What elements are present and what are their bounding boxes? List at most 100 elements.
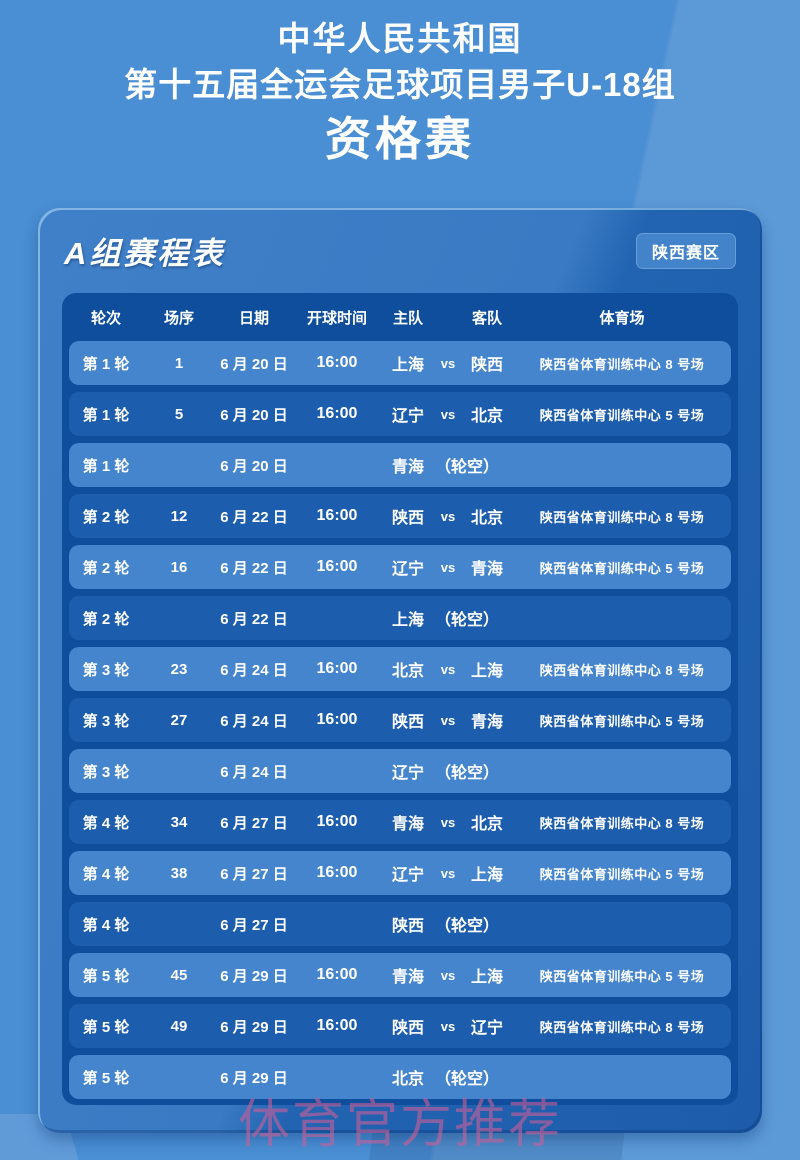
- column-header-round: 轮次: [90, 309, 121, 327]
- bye-team-cell: 青海: [391, 459, 424, 476]
- vs-label: vs: [440, 661, 456, 677]
- watermark-text: 体育官方推荐: [237, 1097, 563, 1154]
- time-cell: 16:00: [316, 660, 358, 677]
- table-row: 第 5 轮 6 月 29 日 北京 （轮空）: [69, 1055, 731, 1099]
- venue-cell: 陕西省体育训练中心 5 号场: [539, 407, 705, 423]
- round-cell: 第 1 轮: [82, 457, 130, 475]
- table-row: 第 5 轮 45 6 月 29 日 16:00 青海 vs 上海 陕西省体育训练中心 5 号场: [69, 953, 731, 997]
- time-cell: 16:00: [316, 405, 358, 422]
- vs-label: vs: [440, 712, 456, 728]
- title-line-qualifier: 资格赛: [325, 113, 475, 165]
- vs-label: vs: [440, 355, 456, 371]
- vs-label: vs: [440, 508, 456, 524]
- bye-team-cell: 上海: [391, 612, 424, 629]
- date-cell: 6 月 22 日: [220, 559, 288, 577]
- seq-cell: 5: [174, 405, 184, 423]
- round-cell: 第 5 轮: [82, 967, 130, 985]
- away-team-cell: 青海: [470, 714, 503, 731]
- home-team-cell: 青海: [391, 969, 424, 986]
- date-cell: 6 月 22 日: [220, 508, 288, 526]
- table-row: 第 3 轮 23 6 月 24 日 16:00 北京 vs 上海 陕西省体育训练中心 8 号场: [69, 647, 731, 691]
- bye-team-cell: 陕西: [391, 918, 424, 935]
- bye-label-cell: （轮空）: [435, 459, 500, 476]
- column-header-time: 开球时间: [306, 309, 367, 327]
- home-team-cell: 辽宁: [391, 867, 424, 884]
- group-schedule-title: A组赛程表: [64, 236, 226, 271]
- vs-label: vs: [440, 1018, 456, 1034]
- venue-cell: 陕西省体育训练中心 8 号场: [539, 509, 705, 525]
- venue-cell: 陕西省体育训练中心 8 号场: [539, 662, 705, 678]
- vs-label: vs: [440, 865, 456, 881]
- table-row: 第 5 轮 49 6 月 29 日 16:00 陕西 vs 辽宁 陕西省体育训练中心 8 号场: [69, 1004, 731, 1048]
- date-cell: 6 月 29 日: [220, 967, 288, 985]
- bye-team-cell: 北京: [391, 1071, 424, 1088]
- date-cell: 6 月 24 日: [220, 763, 288, 781]
- date-cell: 6 月 22 日: [220, 610, 288, 628]
- home-team-cell: 辽宁: [391, 561, 424, 578]
- date-cell: 6 月 24 日: [220, 661, 288, 679]
- home-team-cell: 青海: [391, 816, 424, 833]
- title-line-country: 中华人民共和国: [277, 20, 523, 57]
- table-row: 第 4 轮 6 月 27 日 陕西 （轮空）: [69, 902, 731, 946]
- venue-cell: 陕西省体育训练中心 5 号场: [539, 560, 705, 576]
- date-cell: 6 月 20 日: [220, 406, 288, 424]
- round-cell: 第 1 轮: [82, 355, 130, 373]
- seq-cell: 23: [170, 660, 188, 678]
- seq-cell: 34: [170, 813, 188, 831]
- schedule-table: 轮次 场序 日期 开球时间 主队 客队 体育场 第 1 轮 1 6 月 20 日 16…: [62, 293, 738, 1105]
- bye-team-cell: 辽宁: [391, 765, 424, 782]
- table-row: 第 1 轮 5 6 月 20 日 16:00 辽宁 vs 北京 陕西省体育训练中心 5 号场: [69, 392, 731, 436]
- seq-cell: 38: [170, 864, 188, 882]
- away-team-cell: 北京: [470, 510, 503, 527]
- schedule-card: A组赛程表 陕西赛区 轮次 场序 日期 开球时间 主队 客队 体育场 第 1 轮…: [38, 208, 762, 1133]
- vs-label: vs: [440, 406, 456, 422]
- table-row: 第 3 轮 6 月 24 日 辽宁 （轮空）: [69, 749, 731, 793]
- bye-label-cell: （轮空）: [435, 765, 500, 782]
- table-row: 第 1 轮 1 6 月 20 日 16:00 上海 vs 陕西 陕西省体育训练中心 8 号场: [69, 341, 731, 385]
- title-line-event: 第十五届全运会足球项目男子U-18组: [124, 66, 676, 103]
- seq-cell: 16: [170, 558, 188, 576]
- table-row: 第 4 轮 38 6 月 27 日 16:00 辽宁 vs 上海 陕西省体育训练中心 5 号场: [69, 851, 731, 895]
- venue-cell: 陕西省体育训练中心 8 号场: [539, 356, 705, 372]
- home-team-cell: 陕西: [391, 510, 424, 527]
- bye-label-cell: （轮空）: [435, 1071, 500, 1088]
- table-row: 第 1 轮 6 月 20 日 青海 （轮空）: [69, 443, 731, 487]
- seq-cell: 45: [170, 966, 188, 984]
- column-header-away: 客队: [471, 309, 502, 327]
- poster-title: 中华人民共和国 第十五届全运会足球项目男子U-18组 资格赛: [0, 16, 800, 168]
- date-cell: 6 月 20 日: [220, 457, 288, 475]
- venue-cell: 陕西省体育训练中心 8 号场: [539, 815, 705, 831]
- table-row: 第 2 轮 16 6 月 22 日 16:00 辽宁 vs 青海 陕西省体育训练中心 5 号场: [69, 545, 731, 589]
- date-cell: 6 月 27 日: [220, 814, 288, 832]
- round-cell: 第 4 轮: [82, 865, 130, 883]
- table-row: 第 3 轮 27 6 月 24 日 16:00 陕西 vs 青海 陕西省体育训练中心 5 号场: [69, 698, 731, 742]
- schedule-card-header: A组赛程表 陕西赛区: [38, 208, 762, 293]
- table-header-row: 轮次 场序 日期 开球时间 主队 客队 体育场: [69, 293, 731, 341]
- venue-cell: 陕西省体育训练中心 5 号场: [539, 866, 705, 882]
- time-cell: 16:00: [316, 864, 358, 881]
- bye-label-cell: （轮空）: [435, 612, 500, 629]
- date-cell: 6 月 24 日: [220, 712, 288, 730]
- round-cell: 第 3 轮: [82, 661, 130, 679]
- away-team-cell: 上海: [470, 663, 503, 680]
- venue-cell: 陕西省体育训练中心 8 号场: [539, 1019, 705, 1035]
- time-cell: 16:00: [316, 1017, 358, 1034]
- time-cell: 16:00: [316, 813, 358, 830]
- column-header-home: 主队: [392, 309, 423, 327]
- region-badge: 陕西赛区: [635, 232, 736, 269]
- column-header-date: 日期: [238, 309, 269, 327]
- away-team-cell: 北京: [470, 816, 503, 833]
- away-team-cell: 青海: [470, 561, 503, 578]
- home-team-cell: 北京: [391, 663, 424, 680]
- time-cell: 16:00: [316, 558, 358, 575]
- home-team-cell: 陕西: [391, 714, 424, 731]
- home-team-cell: 辽宁: [391, 408, 424, 425]
- round-cell: 第 3 轮: [82, 763, 130, 781]
- away-team-cell: 北京: [470, 408, 503, 425]
- round-cell: 第 2 轮: [82, 610, 130, 628]
- time-cell: 16:00: [316, 966, 358, 983]
- home-team-cell: 上海: [391, 357, 424, 374]
- table-row: 第 2 轮 6 月 22 日 上海 （轮空）: [69, 596, 731, 640]
- time-cell: 16:00: [316, 711, 358, 728]
